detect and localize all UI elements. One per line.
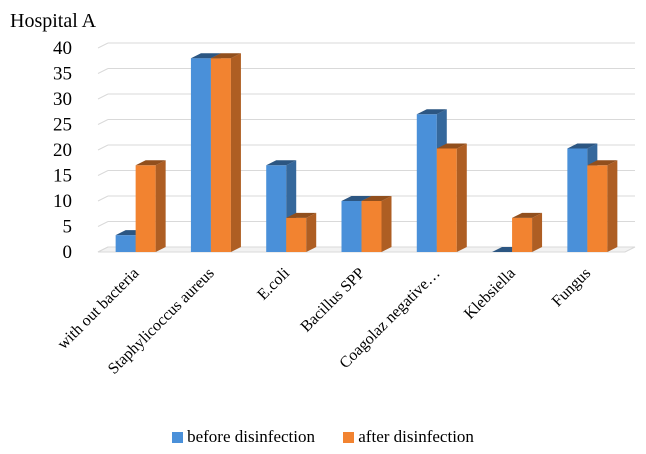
legend: before disinfection after disinfection [0, 427, 646, 448]
legend-item-before: before disinfection [172, 427, 315, 447]
gridline-depth-35 [97, 68, 109, 74]
y-axis: 0 5 10 15 20 25 30 35 40 [53, 38, 72, 263]
bar-chart: Hospital A 0 5 10 15 20 25 30 35 40 with out bac… [10, 10, 636, 378]
y-tick-label: 20 [53, 140, 72, 161]
y-tick-label: 5 [63, 217, 73, 238]
bar-after-0 [135, 165, 156, 252]
legend-swatch-before [172, 431, 184, 443]
gridline-depth-40 [97, 42, 109, 49]
y-tick-label: 15 [53, 166, 72, 187]
gridline-depth-10 [97, 195, 109, 202]
bar-after-0-top [135, 160, 166, 166]
y-tick-label: 10 [53, 191, 72, 212]
bar-before-4 [416, 114, 437, 252]
legend-swatch-after [343, 431, 355, 443]
bar-after-2-top [286, 212, 317, 218]
bar-after-2 [286, 217, 307, 252]
bar-after-6-side [607, 160, 618, 252]
legend-label-after: after disinfection [358, 427, 474, 446]
bar-before-0 [115, 235, 136, 252]
bar-before-4-top [416, 109, 447, 115]
y-tick-label: 30 [53, 89, 72, 110]
x-tick-label: E.coli [254, 264, 293, 303]
x-tick-label: Bacillus SPP [298, 265, 369, 336]
gridline-depth-5 [97, 221, 109, 227]
bar-after-4 [436, 148, 457, 252]
bar-after-5-side [532, 212, 543, 252]
bar-after-5-top [512, 212, 543, 218]
y-tick-label: 25 [53, 115, 72, 136]
legend-item-after: after disinfection [343, 427, 474, 447]
bar-before-6-top [567, 143, 598, 149]
bar-after-6-top [587, 160, 618, 166]
legend-label-before: before disinfection [187, 427, 316, 446]
bar-after-6 [587, 165, 608, 252]
gridline-depth-30 [97, 93, 109, 100]
gridline-depth-20 [97, 144, 109, 151]
bar-after-1-side [230, 53, 241, 253]
y-tick-label: 40 [53, 38, 72, 59]
bar-after-5 [512, 217, 533, 252]
y-tick-label: 0 [63, 242, 73, 263]
bar-after-1-top [210, 53, 241, 59]
y-tick-label: 35 [53, 64, 72, 85]
gridline-depth-25 [97, 119, 109, 125]
bar-after-3-top [361, 196, 392, 201]
bar-after-3 [361, 201, 382, 252]
x-tick-label: Fungus [549, 265, 594, 310]
bars [115, 53, 618, 253]
bar-before-1 [190, 58, 211, 253]
bar-before-6 [567, 148, 588, 252]
bar-after-1 [210, 58, 231, 253]
bar-before-2-top [266, 160, 297, 166]
bar-after-3-side [381, 196, 392, 252]
x-tick-label: Klebsiella [461, 265, 519, 323]
bar-after-0-side [155, 160, 166, 252]
gridline-depth-15 [97, 170, 109, 176]
bar-after-4-top [436, 143, 467, 149]
bar-after-2-side [306, 212, 317, 252]
x-tick-label: with out bacteria [54, 265, 142, 353]
bar-before-3 [341, 201, 362, 252]
bar-after-4-side [456, 143, 467, 252]
bar-before-2 [266, 165, 287, 252]
chart-title: Hospital A [10, 10, 97, 32]
